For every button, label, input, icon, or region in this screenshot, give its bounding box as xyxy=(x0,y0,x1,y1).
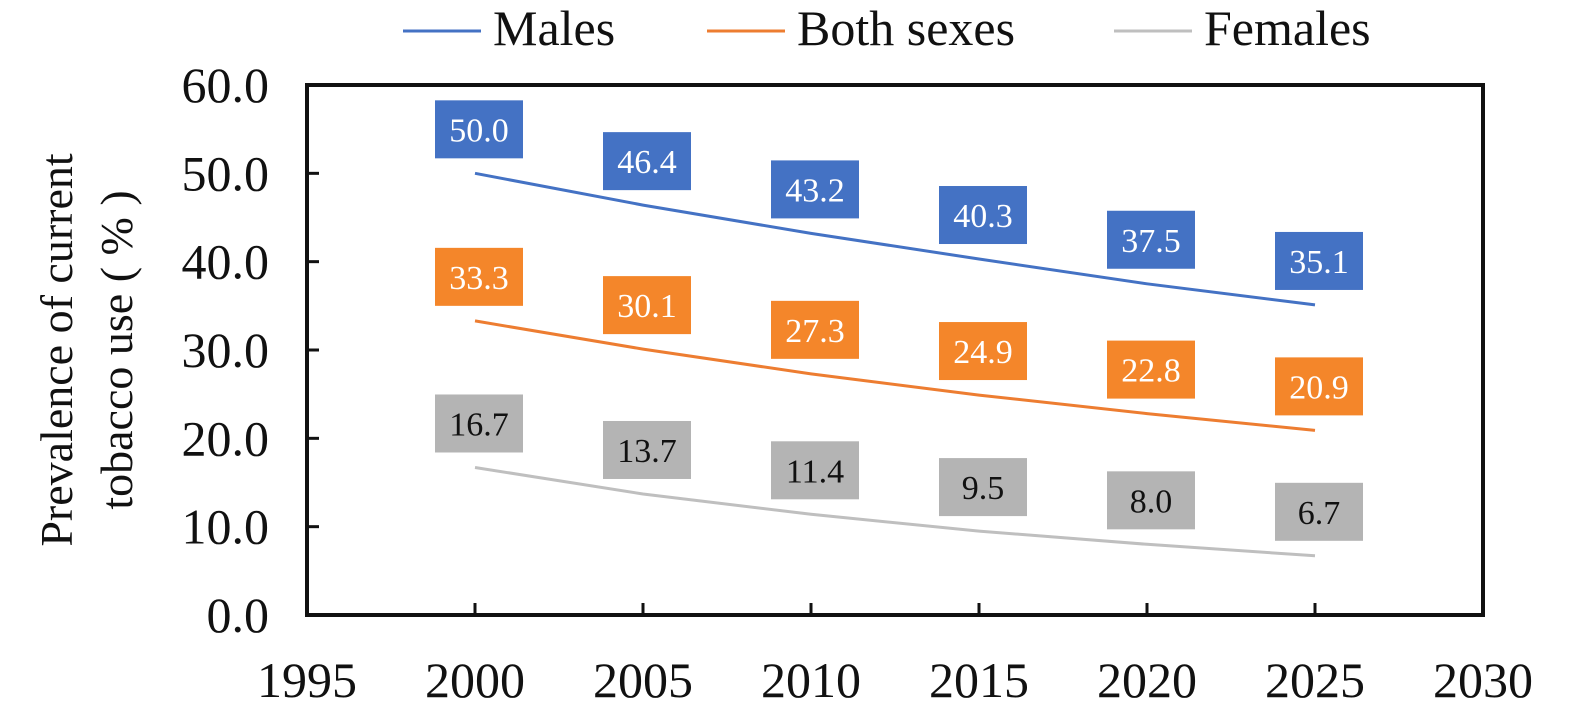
data-label: 13.7 xyxy=(617,433,677,470)
series-line-males xyxy=(474,171,1316,307)
x-tick-label: 2000 xyxy=(425,652,525,708)
data-label: 27.3 xyxy=(785,313,845,350)
series-line-females xyxy=(474,466,1316,558)
data-label: 8.0 xyxy=(1130,483,1173,520)
x-axis: 1995 2000 2005 2010 2015 2020 2025 2030 xyxy=(257,603,1533,708)
data-label: 50.0 xyxy=(449,112,509,149)
data-label-box xyxy=(1107,340,1195,399)
data-label-box xyxy=(771,300,859,359)
data-label-box xyxy=(603,420,691,479)
data-label-box xyxy=(435,394,523,453)
data-label: 24.9 xyxy=(953,334,1013,371)
data-label: 43.2 xyxy=(785,172,845,209)
data-label: 35.1 xyxy=(1289,244,1349,281)
data-label-box xyxy=(435,247,523,306)
data-label: 11.4 xyxy=(786,453,844,490)
y-tick-label: 50.0 xyxy=(182,145,270,201)
data-label-box xyxy=(939,186,1027,245)
x-tick-label: 2020 xyxy=(1097,652,1197,708)
x-tick-label: 2030 xyxy=(1433,652,1533,708)
data-label-box xyxy=(1107,471,1195,530)
data-label-box xyxy=(1275,357,1363,416)
data-label-box xyxy=(939,322,1027,381)
data-label: 9.5 xyxy=(962,470,1005,507)
y-axis-title-line: tobacco use ( % ) xyxy=(91,190,142,509)
x-tick-label: 2015 xyxy=(929,652,1029,708)
data-labels: 50.0 46.4 43.2 40.3 37.5 35.1 33.3 30.1 27.3 24.9… xyxy=(435,100,1363,541)
y-tick-label: 20.0 xyxy=(182,410,270,466)
y-tick-label: 60.0 xyxy=(182,57,270,113)
legend: Males Both sexes Females xyxy=(403,0,1371,56)
data-label-box xyxy=(603,132,691,191)
y-axis: 0.0 10.0 20.0 30.0 40.0 50.0 60.0 xyxy=(182,57,319,643)
data-label-box xyxy=(939,458,1027,517)
data-label: 16.7 xyxy=(449,406,509,443)
data-label: 6.7 xyxy=(1298,495,1341,532)
data-label-box xyxy=(1107,210,1195,269)
y-tick-label: 30.0 xyxy=(182,322,270,378)
series-lines xyxy=(474,171,1316,558)
y-tick-label: 0.0 xyxy=(207,587,270,643)
data-label: 37.5 xyxy=(1121,223,1181,260)
data-label: 33.3 xyxy=(449,260,509,297)
data-label: 20.9 xyxy=(1289,369,1349,406)
data-label-box xyxy=(1275,482,1363,541)
data-label: 30.1 xyxy=(617,288,677,325)
data-label: 46.4 xyxy=(617,144,677,181)
series-line-both-sexes xyxy=(474,319,1316,432)
data-label-box xyxy=(1275,231,1363,290)
data-label: 22.8 xyxy=(1121,353,1181,390)
y-axis-title: Prevalence of current tobacco use ( % ) xyxy=(31,153,142,547)
data-label: 40.3 xyxy=(953,198,1013,235)
data-label-box xyxy=(603,276,691,335)
legend-label: Females xyxy=(1204,0,1371,56)
y-axis-title-line: Prevalence of current xyxy=(31,153,82,547)
data-label-box xyxy=(435,100,523,159)
x-tick-label: 2005 xyxy=(593,652,693,708)
y-tick-label: 10.0 xyxy=(182,499,270,555)
y-tick-label: 40.0 xyxy=(182,234,270,290)
x-tick-label: 1995 xyxy=(257,652,357,708)
x-tick-label: 2010 xyxy=(761,652,861,708)
data-label-box xyxy=(771,441,859,500)
legend-label: Both sexes xyxy=(797,0,1015,56)
legend-label: Males xyxy=(493,0,615,56)
x-tick-label: 2025 xyxy=(1265,652,1365,708)
data-label-box xyxy=(771,160,859,219)
